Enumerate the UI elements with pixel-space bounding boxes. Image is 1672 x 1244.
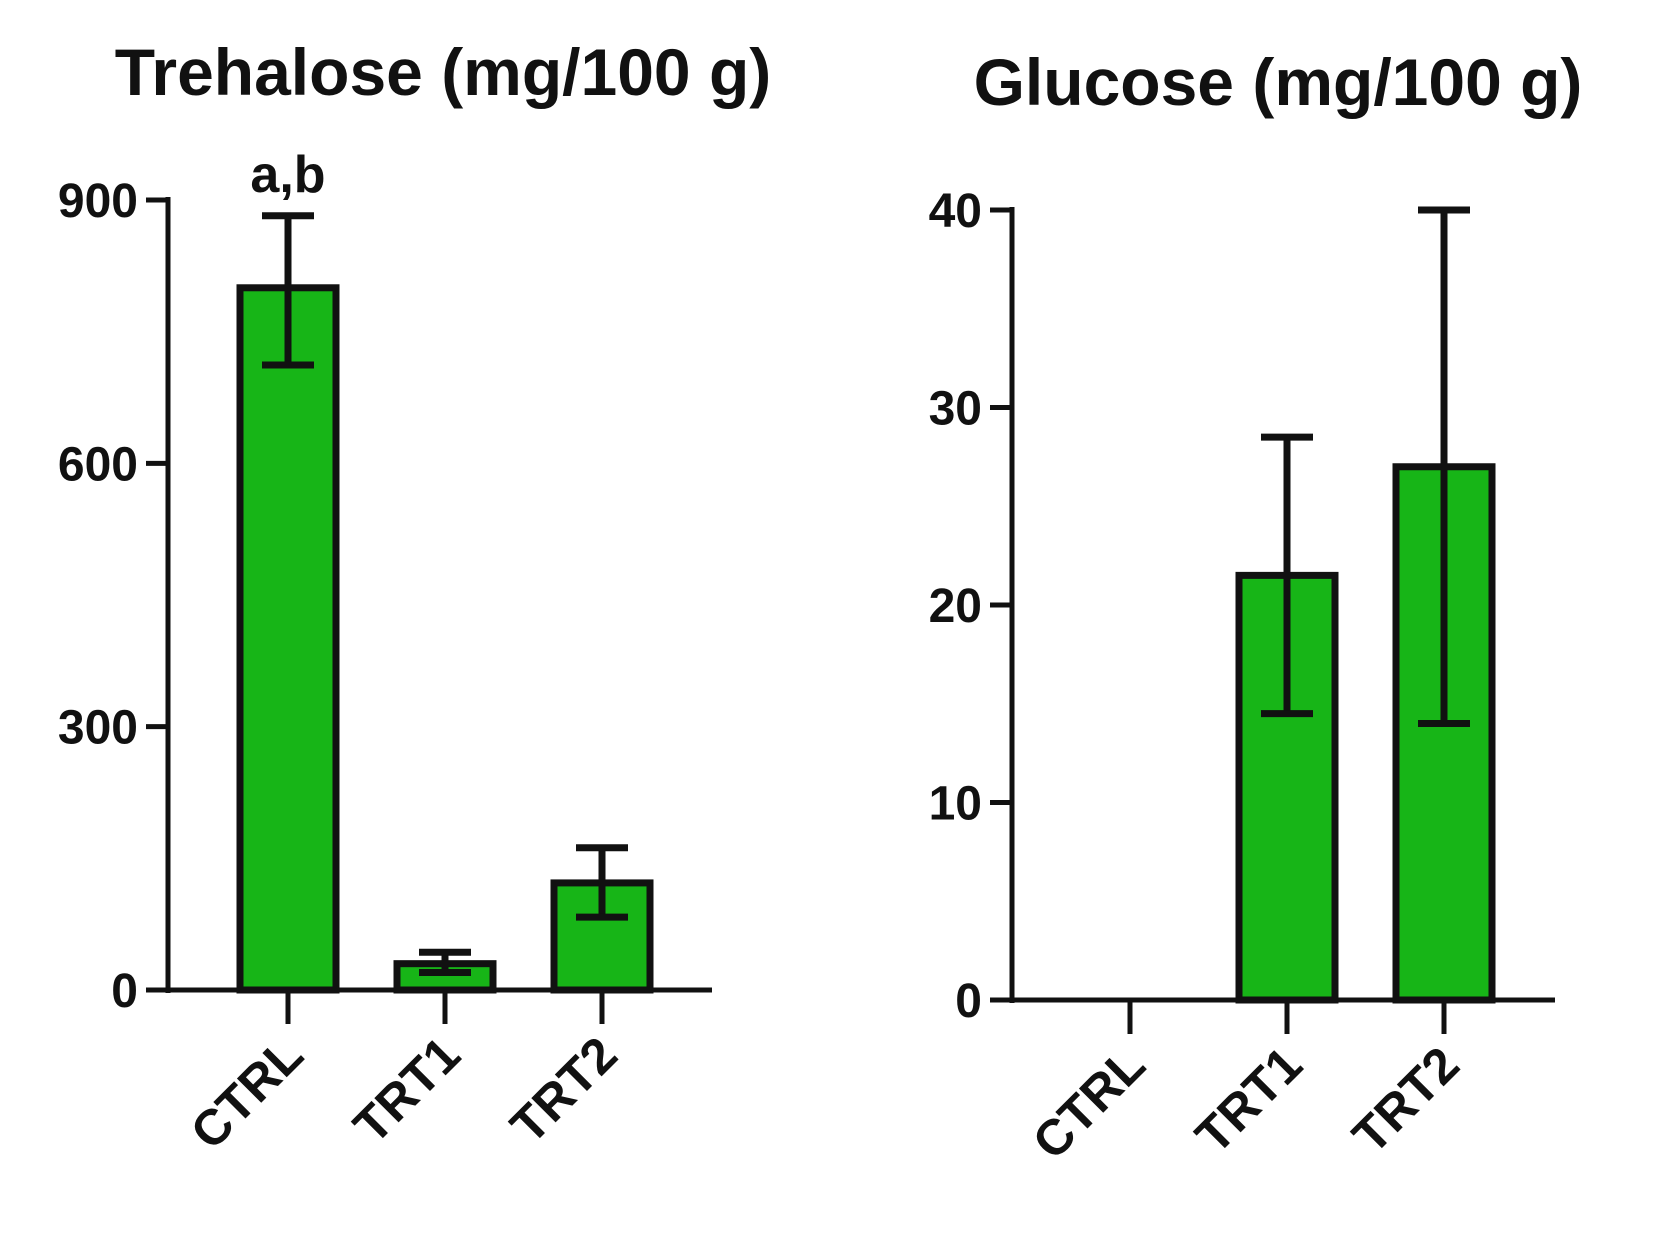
x-tick-label: TRT1: [343, 1026, 471, 1154]
x-tick-label: TRT2: [500, 1026, 628, 1154]
x-tick-label: CTRL: [1022, 1036, 1156, 1170]
y-tick-label: 40: [929, 185, 982, 238]
y-tick-label: 900: [58, 175, 138, 228]
y-tick-label: 20: [929, 580, 982, 633]
y-tick-label: 300: [58, 702, 138, 755]
y-tick-label: 30: [929, 383, 982, 436]
x-tick-label: TRT2: [1342, 1036, 1470, 1164]
glucose-panel: Glucose (mg/100 g) 0 10 20 30 40 CTRL TRT1 TRT2: [929, 45, 1583, 1170]
bar-ctrl: [236, 284, 340, 994]
y-tick-label: 0: [111, 965, 138, 1018]
trehalose-panel: Trehalose (mg/100 g) 0 300 600 900 CTRL TRT1 TR…: [58, 35, 771, 1160]
y-tick-label: 0: [955, 975, 982, 1028]
x-tick-label: TRT1: [1185, 1036, 1313, 1164]
x-tick-label: CTRL: [180, 1026, 314, 1160]
chart-title: Trehalose (mg/100 g): [115, 35, 772, 109]
y-tick-label: 600: [58, 438, 138, 491]
y-tick-label: 10: [929, 778, 982, 831]
significance-annotation: a,b: [250, 146, 325, 204]
chart-title: Glucose (mg/100 g): [974, 45, 1583, 119]
